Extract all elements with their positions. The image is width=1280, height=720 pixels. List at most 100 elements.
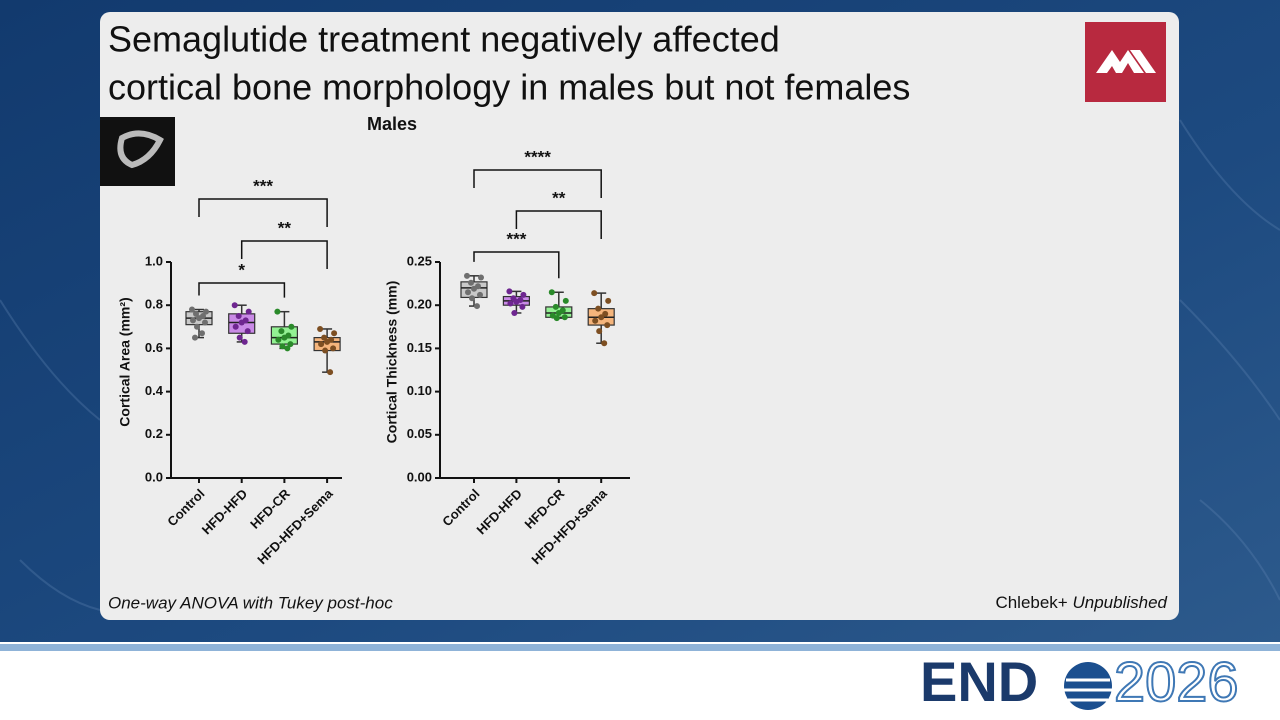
y-tick-label: 1.0 [145,253,163,268]
data-point [511,309,518,316]
y-tick-label: 0.6 [145,340,163,355]
data-point [317,325,324,332]
panel-title: Males [367,114,417,134]
data-point [468,279,474,286]
data-point [330,345,337,352]
data-point [553,315,560,322]
logo-text: END [920,650,1038,713]
data-point [202,319,208,326]
data-point [604,322,611,329]
data-point [595,305,602,312]
data-point [477,291,483,298]
significance-bracket [473,251,560,279]
data-point [555,309,562,316]
data-point [513,298,520,305]
significance-bracket [515,210,602,239]
society-logo [1085,22,1166,102]
significance-bracket [473,169,602,198]
y-tick-label: 0.00 [407,469,432,484]
data-point [322,347,329,354]
footnote: One-way ANOVA with Tukey post-hoc [108,593,393,612]
significance-label: *** [253,176,273,195]
y-tick-label: 0.0 [145,469,163,484]
data-point [231,302,238,309]
significance-label: *** [506,229,526,248]
data-point [278,328,285,335]
significance-label: ** [552,188,566,207]
data-point [562,297,569,304]
data-point [284,345,291,352]
data-point [331,330,338,337]
data-point [605,297,612,304]
y-tick-label: 0.15 [407,340,432,355]
y-axis-label: Cortical Thickness (mm) [384,281,400,444]
data-point [324,338,331,345]
data-point [507,300,514,307]
data-point [592,317,599,324]
title-line: Semaglutide treatment negatively affecte… [108,19,780,60]
data-point [199,330,205,337]
data-point [193,310,199,317]
y-tick-label: 0.8 [145,297,163,312]
significance-label: ** [278,218,292,237]
y-tick-label: 0.4 [145,383,164,398]
data-point [235,313,242,319]
data-point [464,272,470,279]
significance-bracket [240,240,328,269]
significance-bracket [198,282,286,298]
data-point [275,336,282,343]
y-tick-label: 0.10 [407,383,432,398]
data-point [241,338,248,345]
significance-label: **** [524,147,551,166]
significance-bracket [198,198,328,227]
data-point [327,369,334,376]
title-line: cortical bone morphology in males but no… [108,67,910,108]
data-point [194,323,200,330]
logo-globe-lines [1064,678,1112,702]
data-point [561,314,568,321]
y-tick-label: 0.25 [407,253,432,268]
logo-globe [1064,662,1112,710]
y-axis-label: Cortical Area (mm²) [117,297,133,426]
data-point [196,315,202,322]
data-point [474,303,480,310]
data-point [596,328,603,335]
y-tick-label: 0.20 [407,297,432,312]
y-tick-label: 0.2 [145,426,163,441]
data-point [288,323,295,330]
decor [0,119,1280,611]
data-point [203,308,209,315]
footer-stripe [0,644,1280,651]
data-point [189,306,195,313]
data-point [552,303,559,310]
data-point [236,334,243,341]
citation-status: Unpublished [1072,593,1167,612]
bone-image [100,117,175,186]
data-point [591,290,598,297]
endo-logo: END 2026 [920,649,1240,714]
data-point [465,289,471,296]
data-point [478,274,484,281]
data-point [520,291,527,298]
data-point [190,317,196,324]
citation-author: Chlebek+ [995,593,1067,612]
data-point [598,314,605,321]
data-point [548,289,555,296]
data-point [238,319,245,326]
content-panel [100,12,1179,620]
data-point [321,334,328,341]
data-point [232,323,239,330]
data-point [245,308,252,315]
data-point [274,308,281,315]
data-point [469,295,475,302]
data-point [279,343,286,350]
data-point [519,303,526,310]
data-point [471,285,477,292]
data-point [601,340,608,347]
y-tick-label: 0.05 [407,426,432,441]
significance-label: * [238,260,245,279]
logo-year: 2026 [1114,650,1239,713]
data-point [281,334,288,341]
citation: Chlebek+ Unpublished [995,593,1167,612]
